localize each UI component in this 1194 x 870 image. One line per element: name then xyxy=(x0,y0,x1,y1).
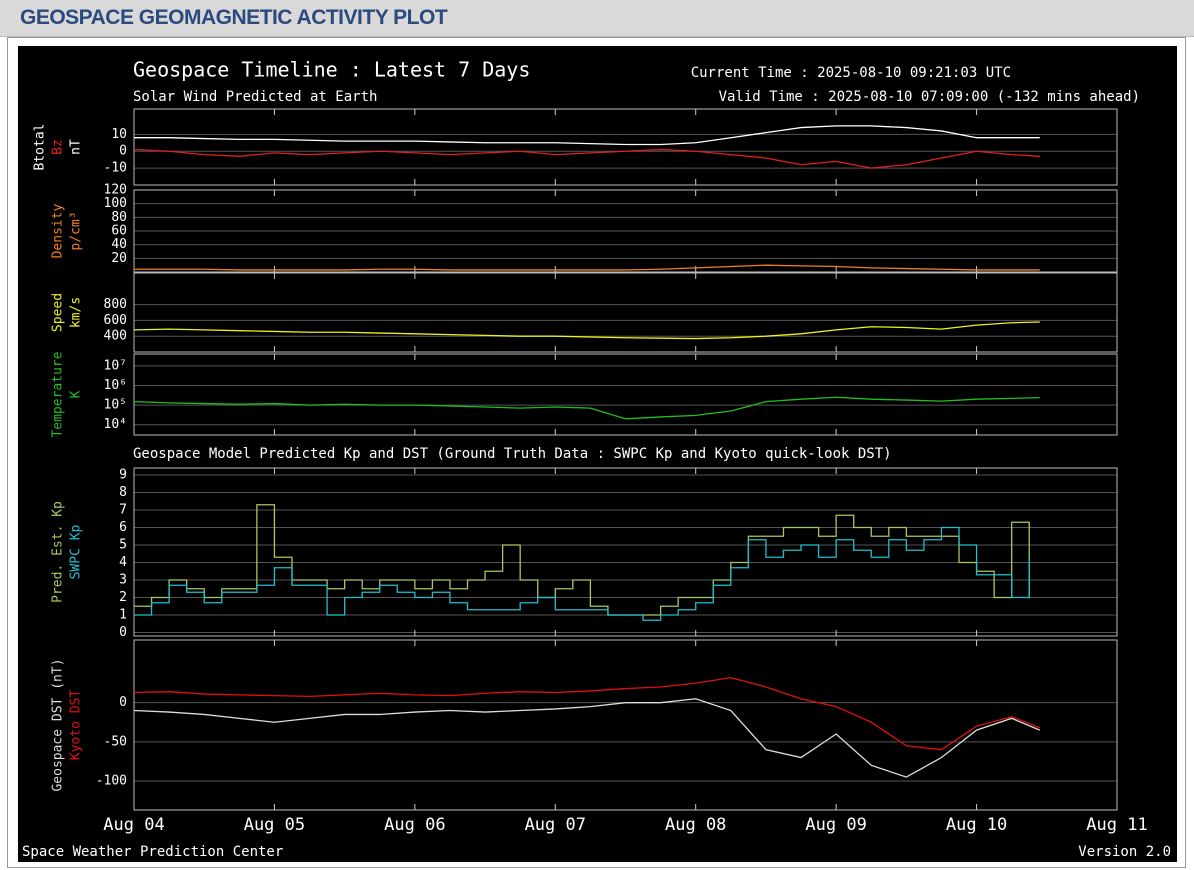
x-tick-label: Aug 05 xyxy=(244,815,305,835)
y-tick-label: 0 xyxy=(119,144,127,159)
y-tick-label: 7 xyxy=(119,503,127,518)
axis-label: km/s xyxy=(69,297,84,328)
series-line xyxy=(133,396,1040,420)
y-tick-label: 10⁴ xyxy=(104,417,127,432)
panel-frame xyxy=(133,467,1118,637)
y-tick-label: 0 xyxy=(119,625,127,640)
y-tick-label: 100 xyxy=(104,196,127,211)
axis-label: Kyoto DST xyxy=(69,690,84,761)
x-tick-label: Aug 07 xyxy=(525,815,586,835)
panel-frame xyxy=(133,272,1118,353)
y-tick-label: 40 xyxy=(111,237,127,252)
x-tick-label: Aug 09 xyxy=(805,815,866,835)
y-tick-label: 10 xyxy=(111,127,127,142)
y-tick-label: -100 xyxy=(96,774,127,789)
x-tick-label: Aug 10 xyxy=(946,815,1007,835)
series-line xyxy=(133,676,1040,751)
current-time: Current Time : 2025-08-10 09:21:03 UTC xyxy=(691,65,1011,81)
y-tick-label: 3 xyxy=(119,573,127,588)
header-title: GEOSPACE GEOMAGNETIC ACTIVITY PLOT xyxy=(20,6,448,29)
valid-time: Valid Time : 2025-08-10 07:09:00 (-132 m… xyxy=(719,89,1140,105)
y-tick-label: 8 xyxy=(119,485,127,500)
y-tick-label: 800 xyxy=(104,297,127,312)
y-tick-label: 80 xyxy=(111,210,127,225)
panel-frame xyxy=(133,189,1118,273)
y-tick-label: 10⁶ xyxy=(104,378,127,393)
section-title: Geospace Model Predicted Kp and DST (Gro… xyxy=(133,446,892,462)
axis-label: K xyxy=(69,390,84,398)
y-tick-label: 10⁷ xyxy=(104,358,127,373)
plot-background xyxy=(18,46,1177,862)
axis-label: p/cm³ xyxy=(69,211,84,250)
panel-frame xyxy=(133,108,1118,186)
series-line xyxy=(133,698,1041,778)
x-tick-label: Aug 04 xyxy=(103,815,164,835)
y-tick-label: -10 xyxy=(104,161,127,176)
y-tick-label: 20 xyxy=(111,251,127,266)
y-tick-label: -50 xyxy=(104,734,127,749)
series-line xyxy=(134,504,1030,616)
panel-frame xyxy=(133,639,1118,811)
axis-label: Pred. Est. Kp xyxy=(51,501,66,603)
axis-label: Density xyxy=(51,203,66,258)
y-tick-label: 9 xyxy=(119,468,127,483)
series-line xyxy=(133,148,1040,169)
x-tick-label: Aug 08 xyxy=(665,815,726,835)
y-tick-label: 6 xyxy=(119,520,127,535)
y-tick-label: 1 xyxy=(119,608,127,623)
y-tick-label: 600 xyxy=(104,313,127,328)
chart-title: Geospace Timeline : Latest 7 Days xyxy=(133,58,530,82)
footer-right: Version 2.0 xyxy=(1078,844,1171,860)
series-line xyxy=(134,264,1040,271)
y-tick-label: 10⁵ xyxy=(104,398,127,413)
chart-subtitle: Solar Wind Predicted at Earth xyxy=(133,89,377,105)
axis-label: Geospace DST (nT) xyxy=(51,658,66,791)
axis-label: Btotal xyxy=(33,124,48,171)
axis-label: Speed xyxy=(51,293,66,332)
y-tick-label: 60 xyxy=(111,224,127,239)
x-tick-label: Aug 06 xyxy=(384,815,445,835)
y-tick-label: 4 xyxy=(119,555,127,570)
y-tick-label: 120 xyxy=(104,183,127,198)
x-tick-label: Aug 11 xyxy=(1086,815,1147,835)
axis-label: Temperature xyxy=(51,351,66,437)
axis-label: SWPC Kp xyxy=(69,524,84,579)
axis-label: Bz xyxy=(51,139,66,155)
chart: Geospace Timeline : Latest 7 Days Solar … xyxy=(18,46,1177,862)
series-line xyxy=(134,526,1030,621)
y-tick-label: 0 xyxy=(119,695,127,710)
y-tick-label: 2 xyxy=(119,590,127,605)
y-tick-label: 400 xyxy=(104,329,127,344)
series-line xyxy=(133,321,1040,340)
footer-left: Space Weather Prediction Center xyxy=(22,844,283,860)
y-tick-label: 5 xyxy=(119,538,127,553)
axis-label: nT xyxy=(69,139,84,155)
header: GEOSPACE GEOMAGNETIC ACTIVITY PLOT xyxy=(0,0,1194,37)
panel-frame xyxy=(133,353,1118,436)
series-line xyxy=(134,125,1040,146)
